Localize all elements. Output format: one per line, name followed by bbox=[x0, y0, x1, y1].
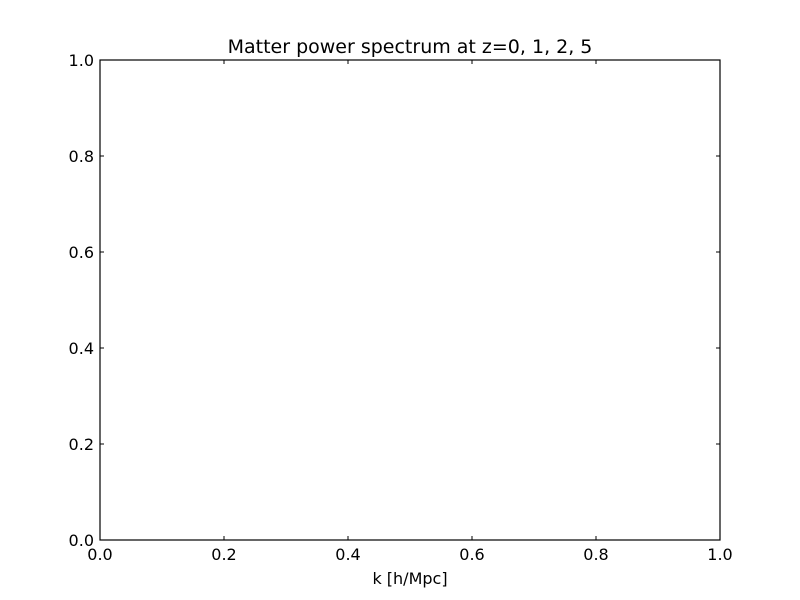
x-tick-label: 0.0 bbox=[87, 545, 112, 564]
x-tick-label: 1.0 bbox=[707, 545, 732, 564]
x-axis-ticks: 0.0 0.2 0.4 0.6 0.8 1.0 bbox=[87, 60, 733, 564]
plot-area: 0.0 0.2 0.4 0.6 0.8 1.0 0.0 0.2 0.4 0.6 0.8 1.0 bbox=[69, 51, 733, 564]
x-tick-label: 0.8 bbox=[583, 545, 608, 564]
axes-frame bbox=[99, 59, 721, 541]
y-tick-label: 0.6 bbox=[69, 243, 94, 262]
x-tick-label: 0.2 bbox=[211, 545, 236, 564]
x-tick-label: 0.6 bbox=[459, 545, 484, 564]
x-tick-label: 0.4 bbox=[335, 545, 360, 564]
y-tick-label: 0.8 bbox=[69, 147, 94, 166]
y-tick-label: 0.4 bbox=[69, 339, 94, 358]
chart-title: Matter power spectrum at z=0, 1, 2, 5 bbox=[228, 36, 593, 58]
y-axis-ticks: 0.0 0.2 0.4 0.6 0.8 1.0 bbox=[69, 51, 720, 550]
y-tick-label: 1.0 bbox=[69, 51, 94, 70]
y-tick-label: 0.2 bbox=[69, 435, 94, 454]
y-tick-label: 0.0 bbox=[69, 531, 94, 550]
x-axis-label: k [h/Mpc] bbox=[372, 569, 447, 588]
